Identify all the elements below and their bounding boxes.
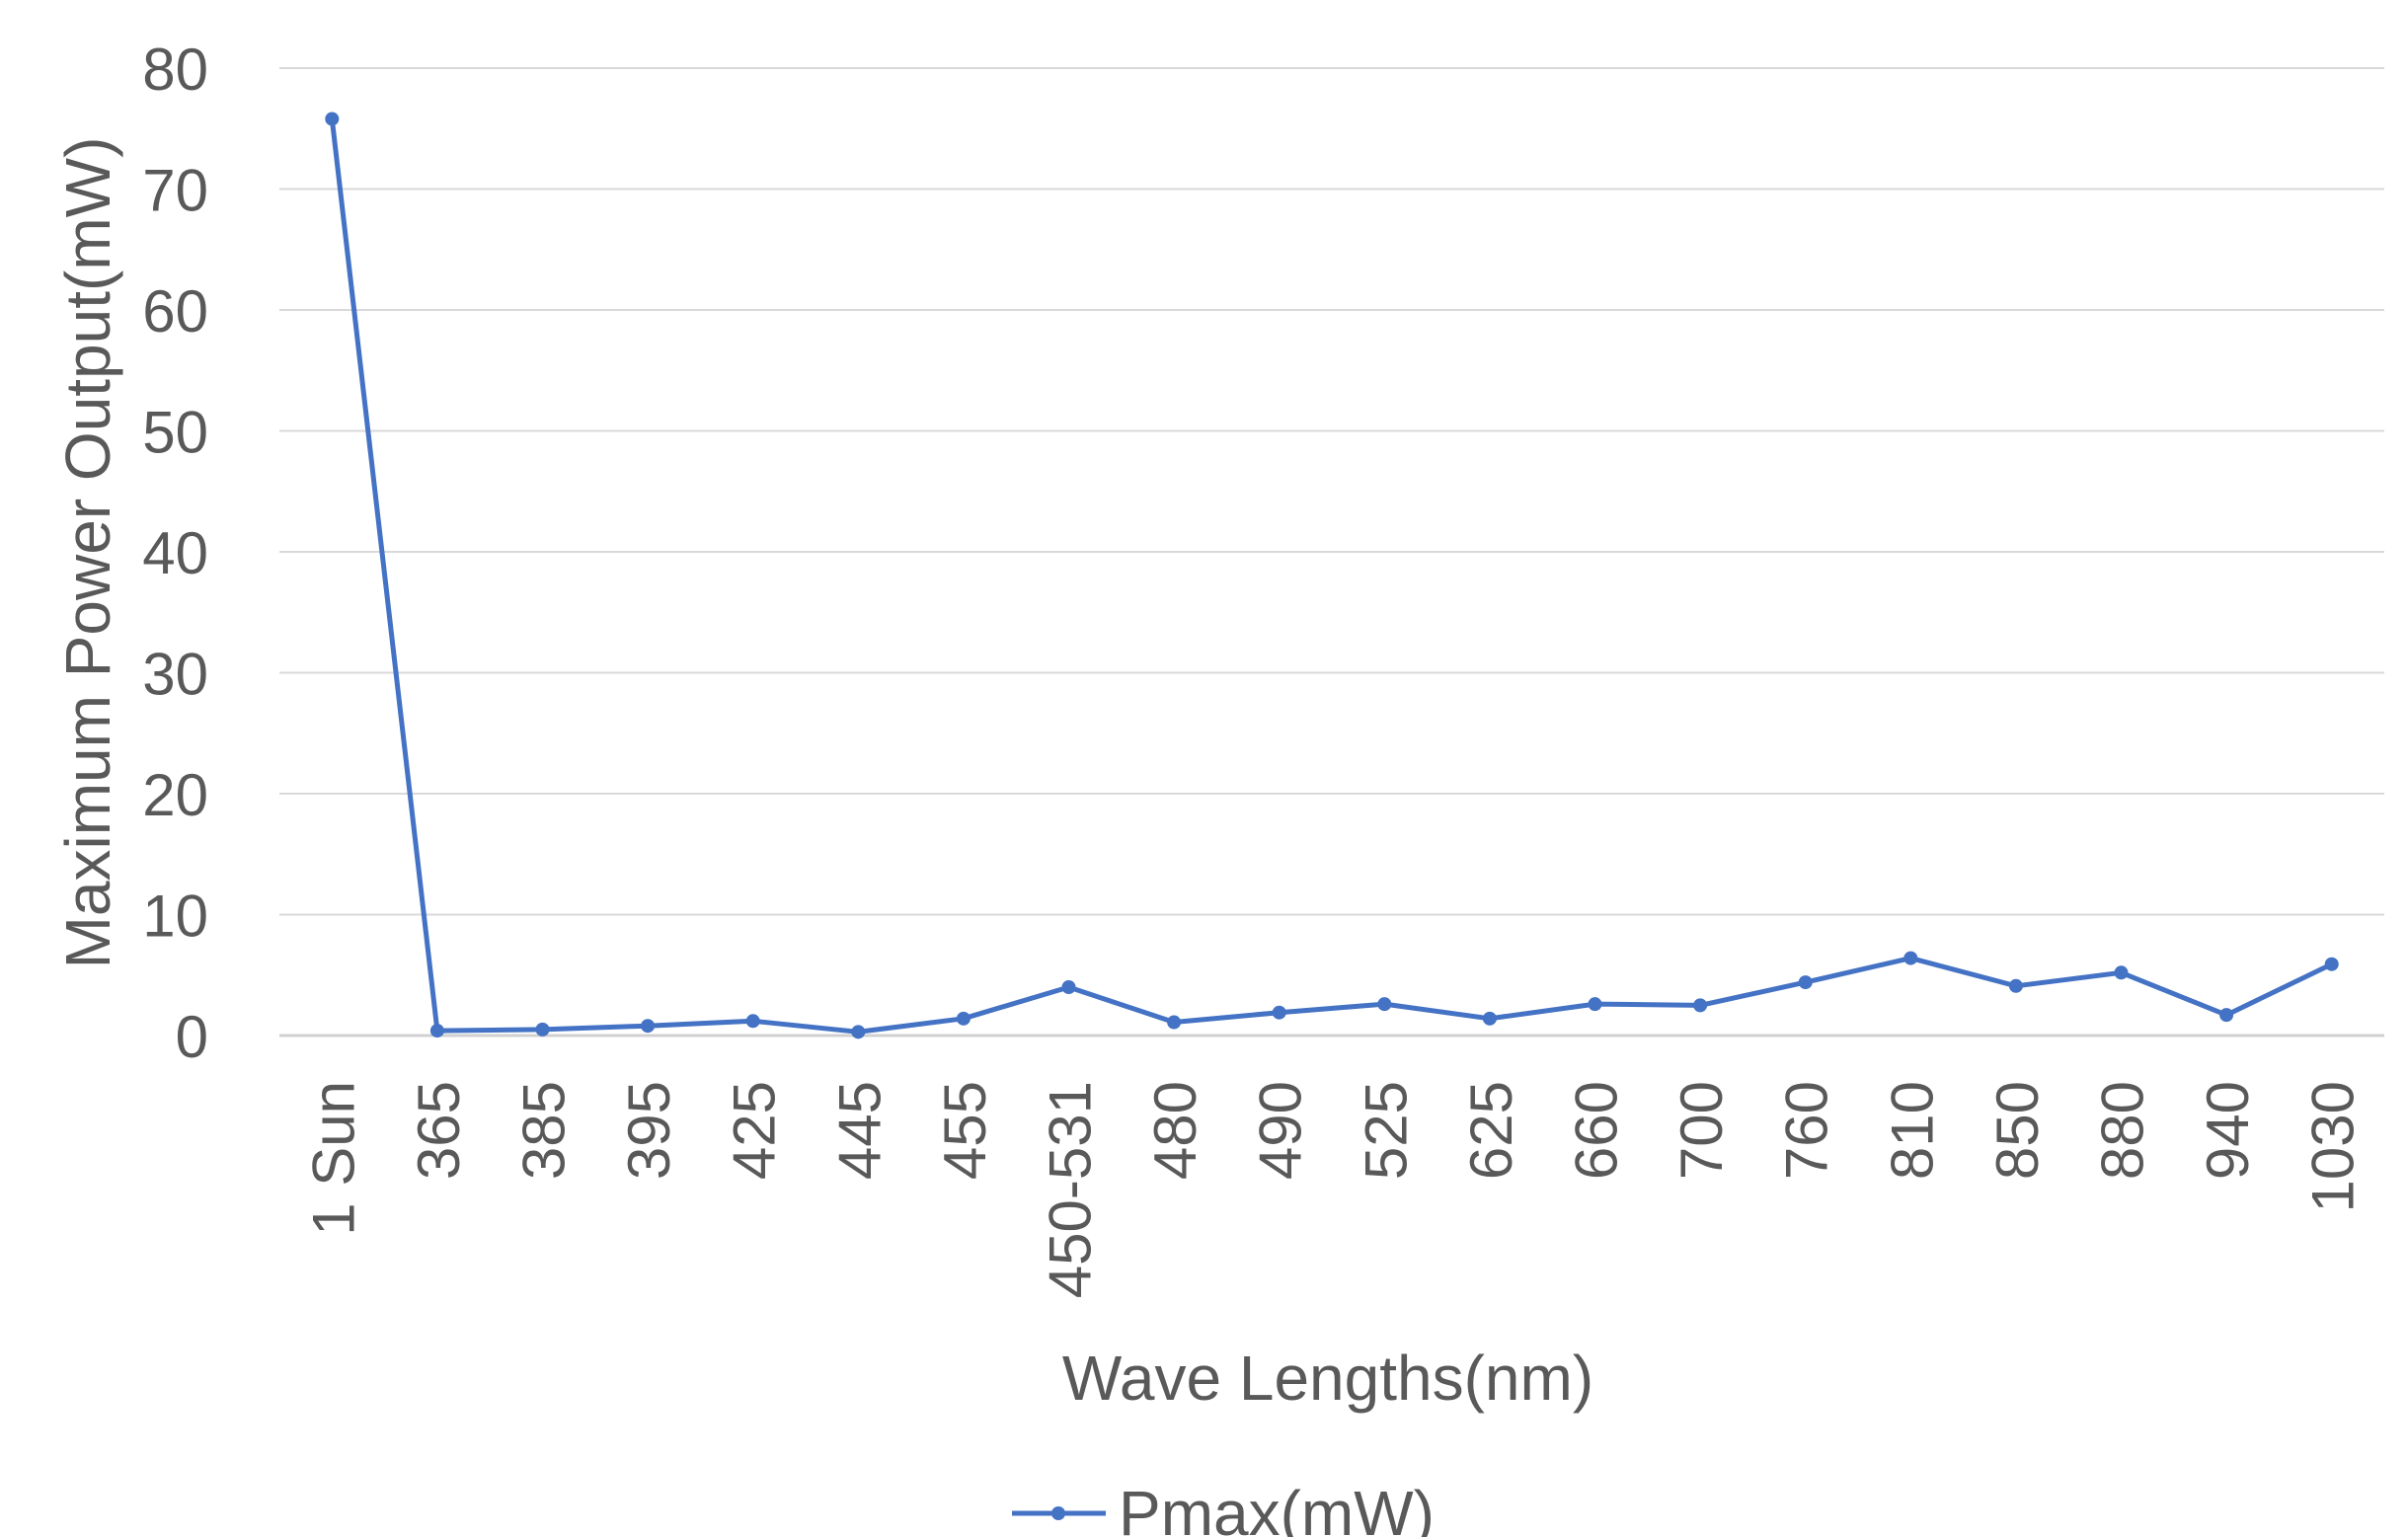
x-tick-label: 490 [1248,1081,1314,1180]
x-tick-label: 395 [616,1081,682,1180]
y-tick-label: 70 [142,158,208,224]
x-tick-label: 700 [1669,1081,1735,1180]
x-tick-label: 365 [406,1081,472,1180]
series-layer [325,112,2339,1039]
x-tick-label: 660 [1564,1081,1630,1180]
data-point [2114,965,2129,980]
x-tick-label: 1030 [2300,1081,2367,1212]
data-point [1167,1015,1182,1030]
x-tick-label: 810 [1879,1081,1945,1180]
data-point [2324,957,2339,971]
x-tick-label: 480 [1142,1081,1208,1180]
gridlines [279,67,2384,1037]
data-point [535,1022,550,1037]
data-point [1377,997,1392,1012]
y-axis-title: Maximum Power Output(mW) [52,137,123,969]
data-point [1482,1011,1497,1026]
data-point [1272,1005,1286,1020]
series-line [329,118,2333,1035]
x-tick-label: 445 [826,1081,893,1180]
x-axis-title: Wave Lengths(nm) [1062,1343,1593,1414]
data-point [1903,951,1918,965]
y-tick-label: 60 [142,278,208,345]
legend-label: Pmax(mW) [1119,1478,1435,1537]
data-point [745,1014,760,1029]
data-point [1798,975,1813,990]
y-tick-label: 10 [142,884,208,950]
x-tick-label: 385 [511,1081,578,1180]
data-point [1588,997,1602,1012]
x-tick-label: 850 [1984,1081,2051,1180]
legend: Pmax(mW) [1012,1478,1435,1537]
data-point [851,1025,866,1039]
x-axis-tick-labels: 1 Sun 365 385 395 425 445 455 450-531 480 490 525 6… [300,1081,2366,1298]
data-point [956,1011,971,1026]
y-tick-label: 20 [142,762,208,828]
y-tick-label: 50 [142,400,208,466]
x-tick-label: 880 [2090,1081,2156,1180]
data-point [641,1019,656,1034]
data-point [325,112,340,126]
x-tick-label: 940 [2195,1081,2261,1180]
y-axis-tick-labels: 0 10 20 30 40 50 60 70 80 [142,37,208,1070]
y-tick-label: 0 [176,1004,208,1070]
y-tick-label: 30 [142,642,208,708]
x-tick-label: 625 [1458,1081,1524,1180]
data-point [2008,978,2023,993]
data-point [1693,998,1708,1013]
x-tick-label: 525 [1353,1081,1419,1180]
data-point [2219,1008,2234,1023]
y-tick-label: 80 [142,37,208,103]
x-tick-label: 455 [932,1081,998,1180]
data-point [429,1024,444,1038]
y-tick-label: 40 [142,520,208,586]
x-tick-label: 760 [1774,1081,1840,1180]
x-tick-label: 450-531 [1038,1081,1104,1298]
x-tick-label: 1 Sun [300,1081,366,1236]
data-point [1061,980,1076,994]
legend-point-marker [1051,1506,1065,1520]
x-tick-label: 425 [722,1081,788,1180]
